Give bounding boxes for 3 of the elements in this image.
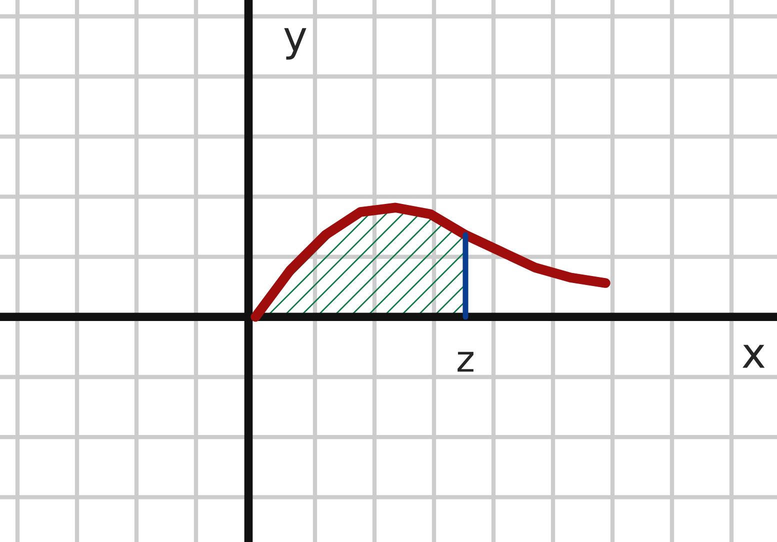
- x-axis-title: x: [742, 344, 765, 368]
- y-axis-title: y: [284, 28, 306, 60]
- text: z: [458, 352, 474, 372]
